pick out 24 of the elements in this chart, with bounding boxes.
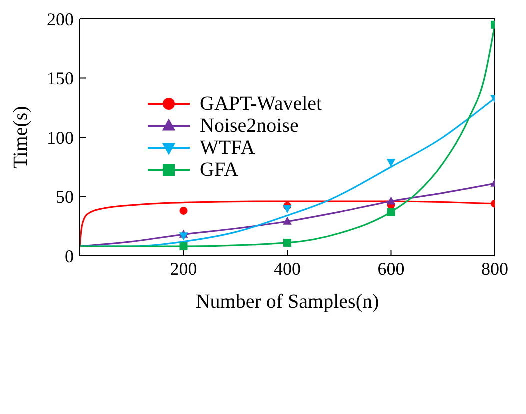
x-tick-label: 400	[274, 258, 301, 279]
point	[283, 216, 292, 225]
y-tick-label: 50	[56, 187, 74, 208]
point	[179, 232, 188, 241]
y-tick-label: 0	[65, 246, 74, 266]
x-tick-label: 200	[170, 258, 198, 279]
point	[283, 205, 292, 214]
legend-label: GFA	[200, 158, 239, 182]
y-tick-label: 200	[47, 9, 74, 30]
x-tick-label: 600	[378, 258, 405, 279]
y-tick-label: 100	[47, 128, 74, 148]
y-tick-label: 150	[47, 68, 74, 89]
legend-label: Noise2noise	[200, 114, 299, 138]
x-tick-label: 800	[482, 258, 508, 279]
legend-label: GAPT-Wavelet	[200, 92, 322, 116]
x-axis-title: Number of Samples(n)	[196, 291, 380, 313]
legend-label: WTFA	[200, 136, 256, 160]
point	[386, 159, 396, 168]
point	[180, 206, 188, 215]
y-axis-title: Time(s)	[10, 106, 32, 169]
point	[180, 242, 188, 251]
point	[284, 238, 292, 247]
point	[387, 208, 396, 216]
point	[386, 196, 396, 205]
